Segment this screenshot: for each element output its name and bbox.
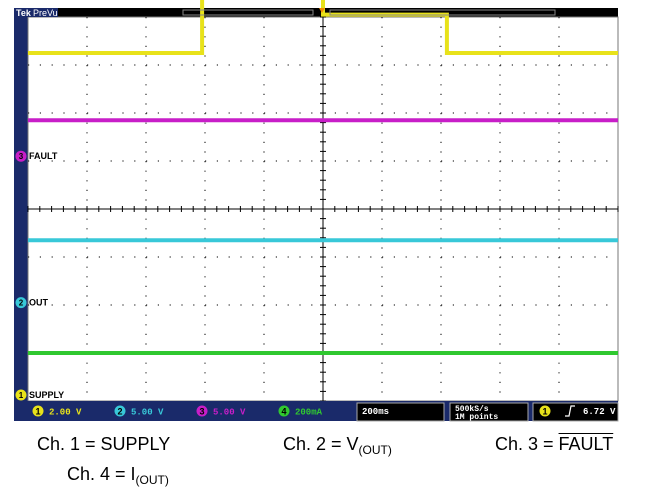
caption-ch3: Ch. 3 = FAULT	[495, 434, 613, 455]
channel-settings: 1 2.00 V 2 5.00 V 3 5.00 V 4 200mA	[32, 405, 323, 418]
timebase-box	[356, 402, 445, 422]
top-bar-label-bg	[14, 8, 58, 17]
channel-2-scale: 5.00 V	[131, 408, 164, 418]
channel-2-setting-number: 2	[117, 407, 122, 417]
caption-ch3-overline: FAULT	[558, 434, 614, 454]
acquisition-box	[449, 402, 529, 422]
channel-2-setting-badge	[114, 405, 126, 417]
channel-1-label: SUPPLY	[29, 390, 64, 400]
traces	[28, 0, 618, 355]
trigger-position-marker	[319, 8, 325, 13]
status-bar: 1 2.00 V 2 5.00 V 3 5.00 V 4 200mA 200ms 500kS/…	[14, 401, 619, 422]
channel-4-setting-number: 4	[281, 407, 286, 417]
trigger-channel-badge	[539, 405, 551, 417]
channel-2-marker	[15, 297, 27, 309]
channel-2-label: OUT	[29, 298, 49, 308]
channel-3-marker-number: 3	[19, 152, 24, 161]
channel-1-setting-number: 1	[35, 407, 40, 417]
channel-3-setting-badge	[196, 405, 208, 417]
channel-3-marker	[15, 150, 27, 162]
caption-ch4-text: Ch. 4 = I	[67, 464, 136, 484]
trigger-box	[532, 402, 619, 422]
rising-edge-icon	[565, 405, 575, 417]
trace-ch1	[28, 0, 618, 55]
scope-left-border	[14, 8, 28, 421]
channel-1-scale: 2.00 V	[49, 408, 82, 418]
trigger-level: 6.72 V	[583, 407, 616, 417]
caption: Ch. 1 = SUPPLY Ch. 2 = V(OUT) Ch. 3 = FA…	[0, 430, 647, 493]
trigger-channel: 1	[542, 407, 547, 417]
brand-label: Tek	[16, 8, 32, 18]
record-length: 1M points	[455, 413, 498, 422]
top-bar-segment	[329, 9, 556, 16]
channel-4-scale: 200mA	[295, 408, 323, 418]
channel-3-scale: 5.00 V	[213, 408, 246, 418]
caption-ch2: Ch. 2 = V(OUT)	[283, 434, 392, 457]
caption-ch4: Ch. 4 = I(OUT)	[67, 464, 169, 487]
channel-1-marker-number: 1	[19, 391, 24, 400]
channel-3-label: FAULT	[29, 151, 58, 161]
oscilloscope-screen: 3FAULT2OUT4IOUT1SUPPLY Tek PreVu 12.00 V…	[14, 0, 619, 422]
caption-ch2-text: Ch. 2 = V	[283, 434, 359, 454]
timebase-readout: 200ms	[362, 407, 389, 417]
sample-rate: 500kS/s	[455, 405, 489, 414]
caption-ch2-subscript: (OUT)	[358, 443, 392, 457]
channel-2-marker-number: 2	[19, 299, 24, 308]
channel-1-setting-badge	[32, 405, 44, 417]
mode-label: PreVu	[33, 8, 58, 18]
channel-3-setting-number: 3	[199, 407, 204, 417]
caption-ch1: Ch. 1 = SUPPLY	[37, 434, 171, 454]
channel-1-marker	[15, 389, 27, 401]
top-bar-segment	[182, 9, 314, 16]
caption-ch3-text: Ch. 3 =	[495, 434, 559, 454]
channel-4-setting-badge	[278, 405, 290, 417]
caption-ch4-subscript: (OUT)	[135, 473, 169, 487]
